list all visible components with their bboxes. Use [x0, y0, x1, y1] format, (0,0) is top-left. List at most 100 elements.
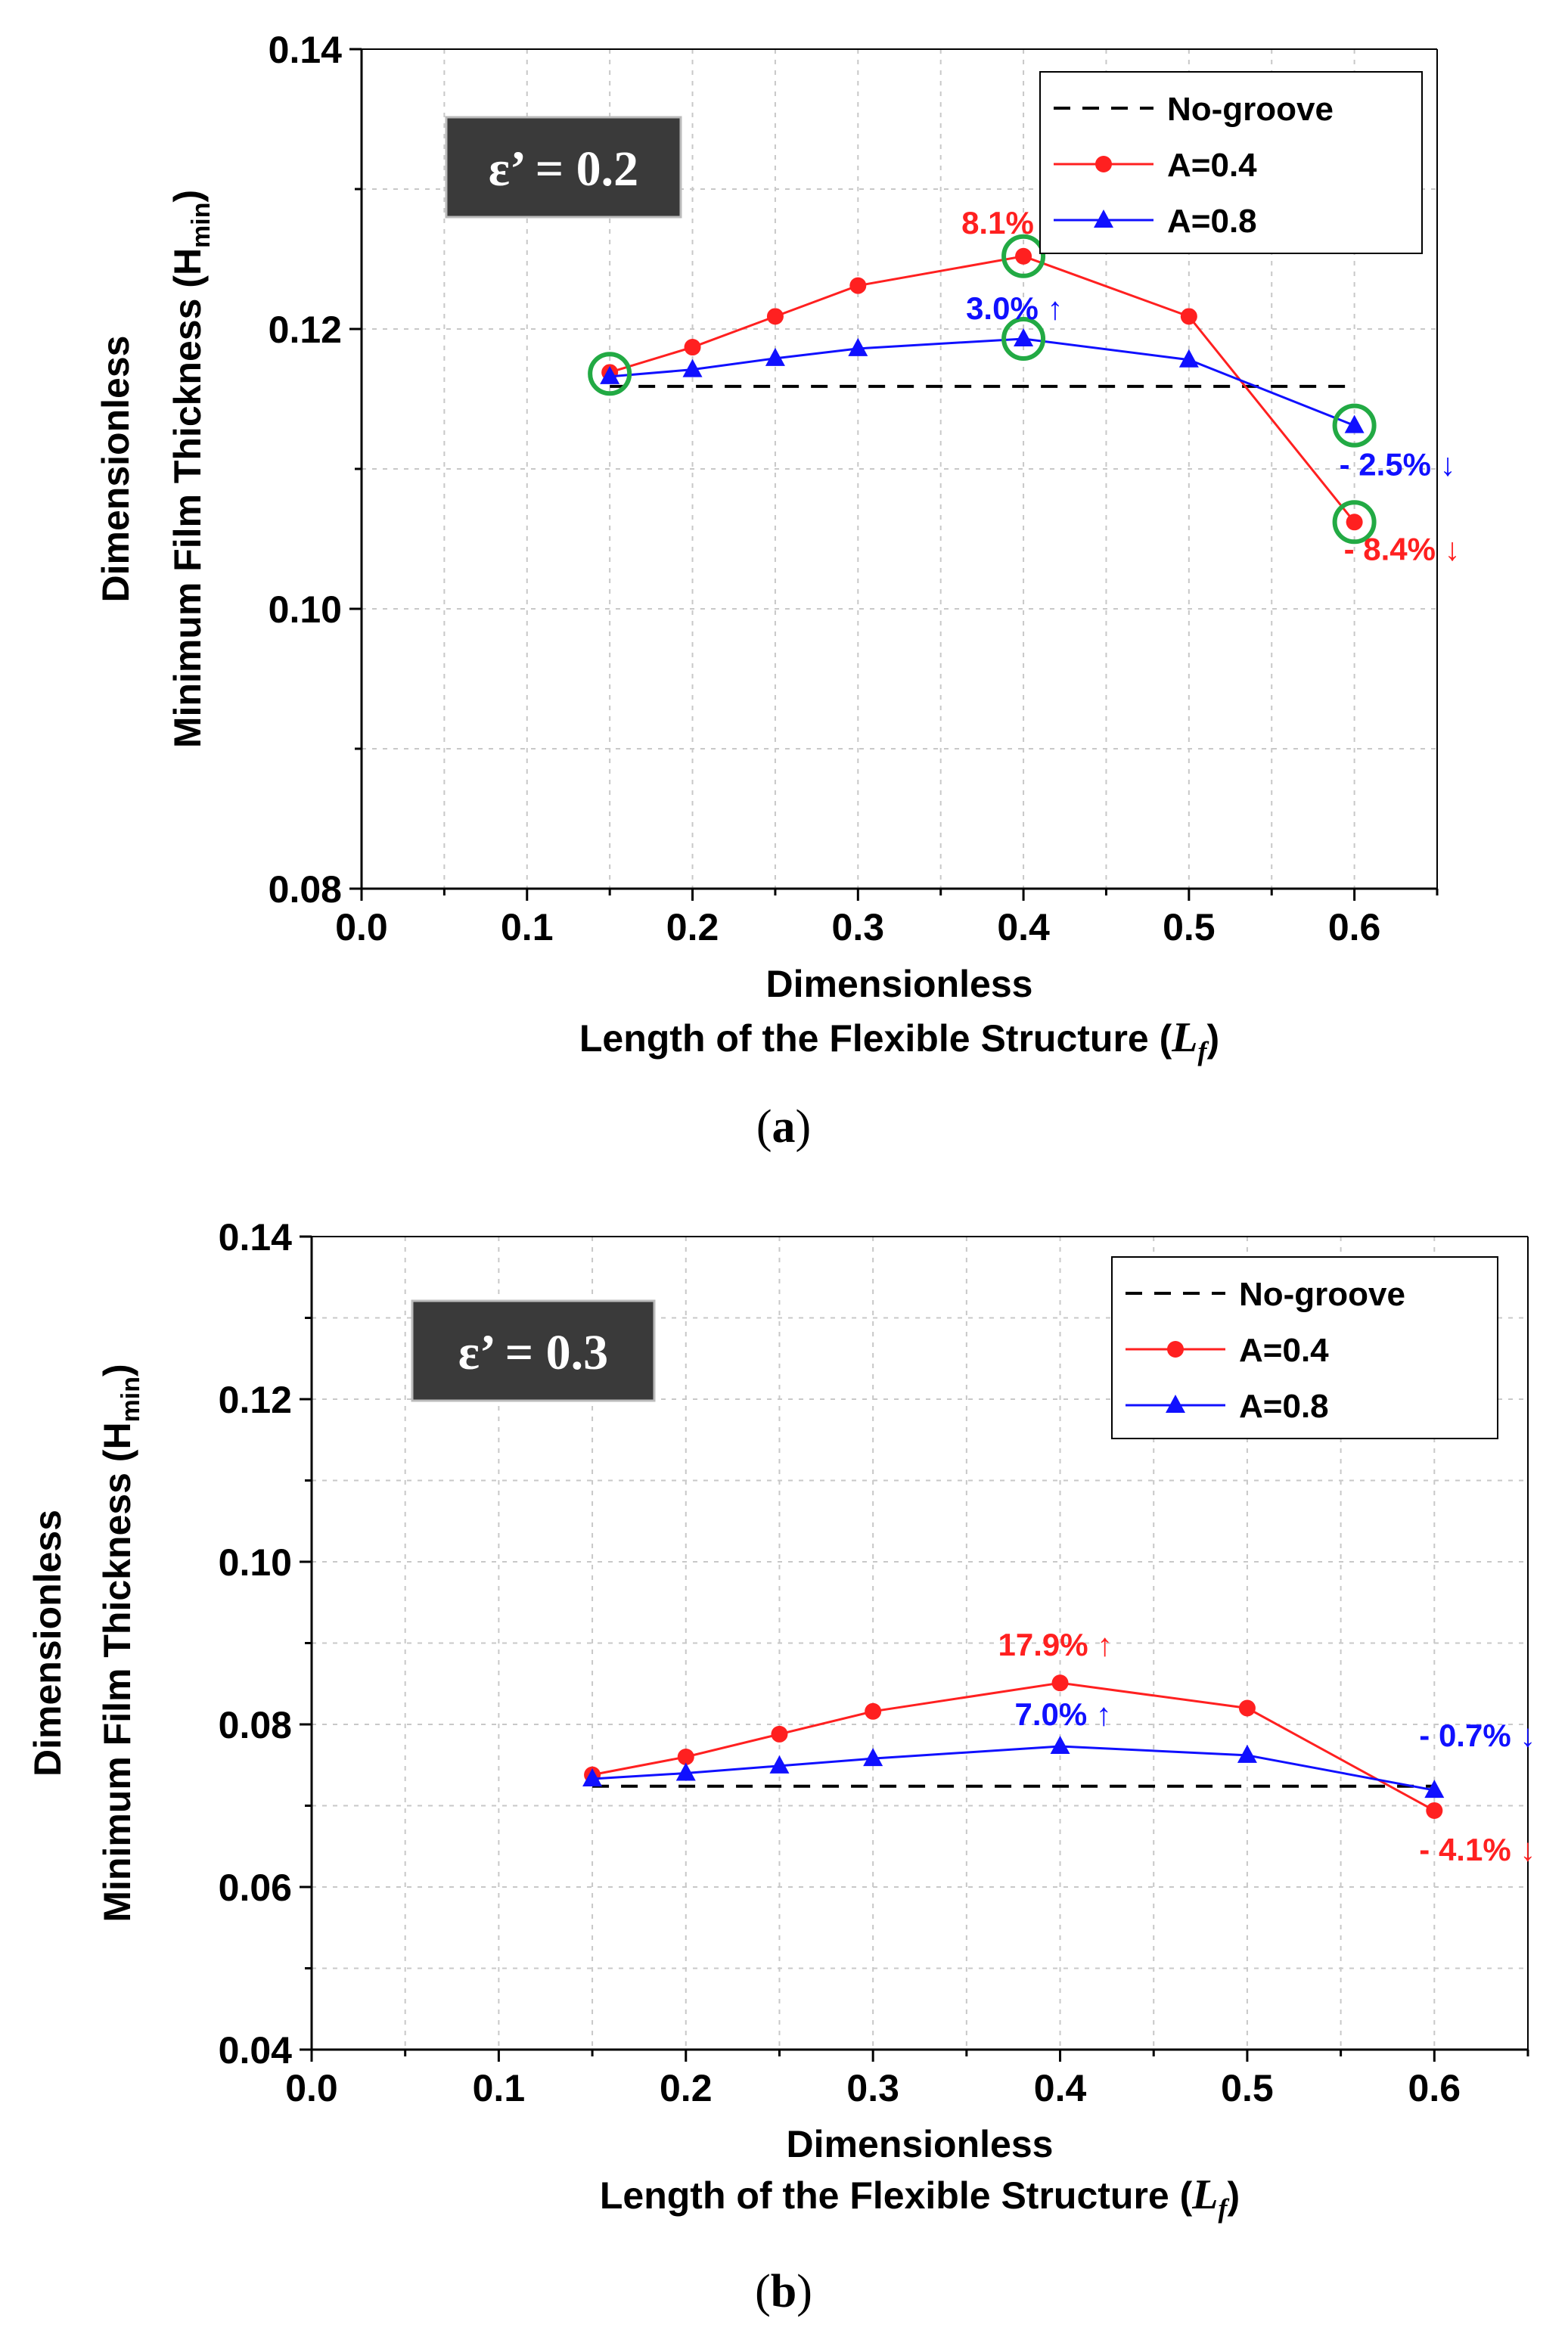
- x-axis-label-line1: Dimensionless: [787, 2123, 1054, 2165]
- x-axis-label-subscript: f: [1197, 1036, 1209, 1066]
- highlight-ring: [1001, 316, 1046, 361]
- y-axis-label-end: ): [96, 1364, 138, 1376]
- x-tick-label: 0.6: [1328, 906, 1381, 948]
- x-axis-label-symbol: L: [1171, 1014, 1197, 1061]
- y-axis-label-subscript: min: [116, 1376, 145, 1422]
- data-point-circle: [1180, 308, 1197, 325]
- data-point-triangle: [582, 1768, 603, 1787]
- x-tick-label: 0.3: [846, 2067, 899, 2109]
- x-axis-label-line2: Length of the Flexible Structure (Lf): [579, 1014, 1219, 1066]
- legend-entry-label: No-groove: [1167, 91, 1334, 128]
- highlight-ring: [1332, 403, 1377, 448]
- data-point-circle: [865, 1702, 882, 1720]
- data-point-triangle: [1050, 1736, 1070, 1755]
- data-point-triangle: [863, 1748, 883, 1767]
- data-point-circle: [1346, 514, 1363, 531]
- percent-annotation: - 8.4% ↓: [1344, 531, 1461, 566]
- x-tick-label: 0.1: [473, 2067, 526, 2109]
- y-axis-label-line1: Dimensionless: [95, 336, 137, 603]
- percent-annotation: - 2.5% ↓: [1340, 447, 1456, 483]
- y-axis-label-text: Minimum Film Thickness (H: [166, 248, 209, 748]
- data-point-triangle: [848, 337, 868, 356]
- panel-caption: (a): [756, 1101, 811, 1153]
- y-axis-label-line2: Minimum Film Thickness (Hmin): [166, 190, 216, 748]
- x-tick-label: 0.2: [660, 2067, 713, 2109]
- data-point-circle: [684, 339, 701, 356]
- y-axis-label-end: ): [166, 190, 209, 203]
- y-tick-label: 0.12: [269, 309, 342, 351]
- caption-open: (: [755, 2266, 771, 2317]
- caption-open: (: [756, 1101, 772, 1153]
- legend: No-groove A=0.4 A=0.8: [1111, 1256, 1498, 1439]
- panel-caption: (b): [755, 2266, 812, 2317]
- data-point-triangle: [1344, 414, 1365, 433]
- percent-annotation: - 4.1% ↓: [1419, 1832, 1535, 1867]
- percent-annotation: - 0.7% ↓: [1419, 1718, 1535, 1753]
- y-axis-label-subscript: min: [187, 202, 216, 247]
- y-tick-label: 0.10: [219, 1541, 292, 1584]
- epsilon-badge: [411, 1299, 656, 1402]
- caption-letter: a: [772, 1101, 796, 1153]
- x-tick-label: 0.1: [501, 906, 554, 948]
- highlight-ring: [588, 352, 632, 396]
- x-axis-label-line2: Length of the Flexible Structure (Lf): [600, 2171, 1240, 2224]
- x-axis-label-text: Length of the Flexible Structure (: [579, 1017, 1172, 1060]
- data-point-circle: [1238, 1699, 1256, 1717]
- legend-swatch-marker: [1094, 209, 1113, 228]
- series-a-0-4: [601, 247, 1363, 531]
- percent-annotation: 3.0% ↑: [966, 290, 1063, 326]
- y-axis-label-text: Minimum Film Thickness (H: [96, 1422, 138, 1922]
- x-tick-label: 0.2: [666, 906, 719, 948]
- data-point-triangle: [1424, 1780, 1445, 1799]
- series-line: [610, 337, 1355, 427]
- y-axis-label-line2: Minimum Film Thickness (Hmin): [96, 1364, 145, 1922]
- legend-entry-label: A=0.8: [1167, 203, 1257, 240]
- data-point-triangle: [1237, 1744, 1257, 1763]
- y-tick-label: 0.10: [269, 588, 342, 631]
- x-tick-label: 0.4: [1034, 2067, 1087, 2109]
- percent-annotation: 7.0% ↑: [1015, 1696, 1112, 1732]
- chart-panel-b: 0.0 0.1 0.2 0.3 0.4 0.5 0.6 0.04 0.06 0.08 0.10 0.1…: [26, 1216, 1535, 2317]
- y-tick-label: 0.08: [269, 868, 342, 911]
- x-tick-label: 0.3: [832, 906, 885, 948]
- data-point-triangle: [1178, 349, 1199, 368]
- data-point-circle: [1051, 1674, 1069, 1692]
- x-axis-label-end: ): [1206, 1017, 1219, 1060]
- data-point-circle: [766, 308, 784, 325]
- x-axis-label-line1: Dimensionless: [766, 963, 1033, 1005]
- legend-entry-label: No-groove: [1239, 1276, 1405, 1313]
- legend-swatch-marker: [1095, 156, 1112, 172]
- chart-panel-a: 0.0 0.1 0.2 0.3 0.4 0.5 0.60.080.100.120.148.1…: [95, 29, 1461, 1153]
- series-line: [591, 1745, 1435, 1792]
- data-point-circle: [771, 1725, 788, 1743]
- series-line: [591, 1681, 1436, 1812]
- data-point-triangle: [765, 347, 785, 366]
- x-tick-label: 0.0: [285, 2067, 338, 2109]
- data-point-triangle: [1014, 327, 1034, 346]
- y-tick-label: 0.12: [219, 1379, 292, 1421]
- data-point-triangle: [769, 1755, 790, 1774]
- caption-close: ): [796, 2266, 812, 2317]
- epsilon-badge: [445, 116, 682, 219]
- legend: No-groove A=0.4 A=0.8: [1039, 71, 1423, 254]
- caption-letter: b: [771, 2266, 796, 2317]
- data-point-circle: [1015, 247, 1032, 265]
- y-tick-label: 0.04: [219, 2029, 293, 2072]
- epsilon-badge-text: ε’ = 0.3: [458, 1325, 608, 1380]
- series-a-0-8: [582, 1736, 1445, 1799]
- highlight-ring: [1001, 234, 1046, 278]
- x-axis-label-subscript: f: [1218, 2193, 1229, 2224]
- data-point-triangle: [682, 358, 703, 377]
- x-axis-label-symbol: L: [1191, 2171, 1218, 2218]
- x-axis-label-end: ): [1227, 2174, 1240, 2217]
- y-axis-label-line1: Dimensionless: [26, 1510, 69, 1777]
- y-tick-label: 0.14: [219, 1216, 293, 1259]
- data-point-circle: [849, 277, 867, 294]
- x-tick-label: 0.5: [1221, 2067, 1274, 2109]
- x-tick-label: 0.6: [1408, 2067, 1461, 2109]
- x-tick-label: 0.5: [1163, 906, 1216, 948]
- highlight-ring: [1332, 500, 1377, 545]
- y-tick-label: 0.14: [269, 29, 343, 71]
- legend-swatch-marker: [1166, 1395, 1185, 1413]
